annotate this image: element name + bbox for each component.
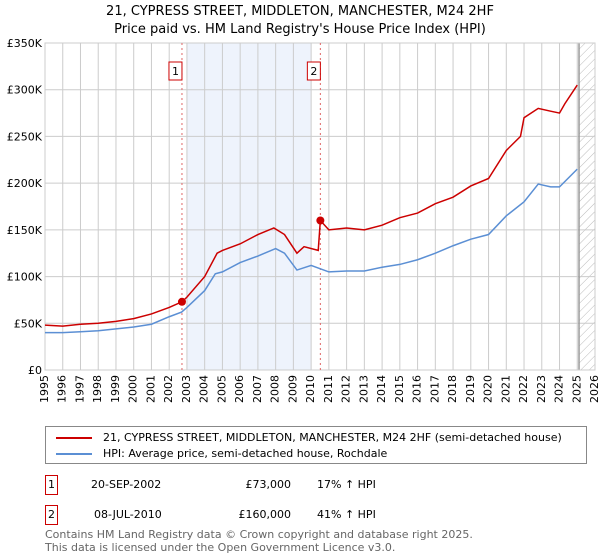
- x-tick-label: 2008: [269, 375, 282, 403]
- x-tick-label: 2015: [393, 375, 406, 403]
- legend-swatch-red: [56, 436, 92, 439]
- sale-date: 20-SEP-2002: [91, 478, 162, 491]
- future-hatch: [579, 43, 595, 370]
- legend-label-property: 21, CYPRESS STREET, MIDDLETON, MANCHESTE…: [103, 431, 562, 444]
- x-tick-label: 2010: [304, 375, 317, 403]
- x-tick-label: 2004: [198, 375, 211, 403]
- legend: 21, CYPRESS STREET, MIDDLETON, MANCHESTE…: [45, 426, 587, 464]
- y-tick-label: £150K: [7, 224, 43, 237]
- sale-marker-label: 1: [172, 65, 179, 78]
- subtitle-line: Price paid vs. HM Land Registry's House …: [114, 22, 486, 37]
- x-tick-label: 2018: [446, 375, 459, 403]
- sale-price: £160,000: [238, 508, 292, 521]
- x-tick-label: 2022: [517, 375, 530, 403]
- sale-date: 08-JUL-2010: [94, 508, 162, 521]
- sale-point: [177, 297, 186, 306]
- x-tick-label: 1999: [109, 375, 122, 403]
- y-tick-label: £350K: [7, 37, 43, 50]
- x-tick-label: 2024: [553, 375, 566, 403]
- x-tick-label: 1998: [91, 375, 104, 403]
- y-tick-label: £50K: [14, 317, 43, 330]
- y-tick-label: £100K: [7, 271, 43, 284]
- shaded-period: [186, 43, 312, 370]
- sale-hpi: 41% ↑ HPI: [317, 508, 376, 521]
- x-tick-label: 2001: [144, 375, 157, 403]
- footer-line: Contains HM Land Registry data © Crown c…: [45, 528, 473, 541]
- x-tick-label: 2017: [428, 375, 441, 403]
- x-tick-label: 1995: [38, 375, 51, 403]
- sale-marker-label: 2: [310, 65, 317, 78]
- sale-price: £73,000: [245, 478, 292, 491]
- x-tick-label: 2006: [233, 375, 246, 403]
- x-tick-label: 2003: [180, 375, 193, 403]
- x-tick-label: 2013: [357, 375, 370, 403]
- title-line: 21, CYPRESS STREET, MIDDLETON, MANCHESTE…: [106, 4, 494, 19]
- x-tick-label: 2019: [464, 375, 477, 403]
- legend-label-hpi: HPI: Average price, semi-detached house,…: [103, 447, 388, 460]
- x-tick-label: 2020: [482, 375, 495, 403]
- plot-border: [44, 42, 596, 371]
- x-tick-label: 2000: [127, 375, 140, 403]
- y-tick-label: £300K: [7, 84, 43, 97]
- x-tick-label: 2012: [340, 375, 353, 403]
- x-tick-label: 2002: [162, 375, 175, 403]
- x-tick-label: 2016: [411, 375, 424, 403]
- price-chart: 1995 1996 1997 1998 1999 2000 2001 2002 2003 2004…: [7, 37, 600, 403]
- x-tick-label: 2021: [499, 375, 512, 403]
- x-tick-label: 2026: [588, 375, 600, 403]
- sale-marker-label: 1: [45, 475, 58, 495]
- footer-line: This data is licensed under the Open Gov…: [45, 541, 396, 554]
- y-tick-label: £250K: [7, 130, 43, 143]
- property-price-line: [44, 84, 578, 327]
- x-tick-label: 1996: [56, 375, 69, 403]
- chart-title: 21, CYPRESS STREET, MIDDLETON, MANCHESTE…: [0, 3, 600, 39]
- sale-marker-box: [306, 61, 321, 81]
- legend-swatch-blue: [56, 452, 92, 455]
- x-tick-label: 2009: [286, 375, 299, 403]
- x-tick-label: 2005: [215, 375, 228, 403]
- hpi-line: [45, 168, 578, 334]
- footer: Contains HM Land Registry data © Crown c…: [45, 528, 473, 554]
- sale-row: 2 08-JUL-2010 £160,000 41% ↑ HPI: [45, 505, 545, 525]
- x-tick-label: 2025: [570, 375, 583, 403]
- y-tick-label: £0: [28, 364, 42, 377]
- y-tick-label: £200K: [7, 177, 43, 190]
- x-tick-label: 2014: [375, 375, 388, 403]
- sale-point: [316, 216, 325, 225]
- sale-row: 1 20-SEP-2002 £73,000 17% ↑ HPI: [45, 475, 545, 495]
- sale-marker-label: 2: [45, 505, 58, 525]
- x-tick-label: 2023: [535, 375, 548, 403]
- sale-marker-box: [168, 61, 183, 81]
- x-tick-label: 2007: [251, 375, 264, 403]
- sale-hpi: 17% ↑ HPI: [317, 478, 376, 491]
- x-tick-label: 1997: [73, 375, 86, 403]
- x-tick-label: 2011: [322, 375, 335, 403]
